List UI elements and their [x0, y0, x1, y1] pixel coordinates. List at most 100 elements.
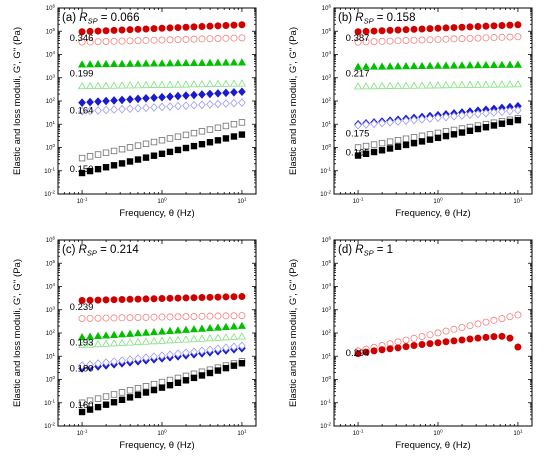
data-point — [450, 24, 458, 32]
data-point — [198, 294, 206, 302]
tick-label-exponent: -1 — [327, 166, 331, 171]
data-point — [173, 335, 183, 343]
y-tick-label: 10-2 — [320, 190, 331, 199]
data-point — [498, 120, 506, 127]
data-point — [118, 37, 126, 45]
data-point — [189, 80, 199, 88]
data-point — [206, 126, 214, 133]
tick-label-exponent: 4 — [328, 282, 331, 287]
data-point — [181, 80, 191, 88]
data-point — [102, 314, 110, 322]
data-point — [353, 62, 363, 70]
data-point — [482, 34, 490, 42]
data-point — [94, 151, 102, 158]
data-point — [102, 27, 110, 35]
data-point — [498, 21, 506, 29]
data-point — [238, 131, 246, 138]
data-point — [94, 359, 102, 368]
x-tick-label: 10-1 — [77, 429, 88, 438]
series-annotation: 0.217 — [346, 69, 370, 80]
data-point — [474, 334, 482, 342]
data-point — [457, 80, 467, 89]
data-point — [401, 62, 411, 70]
tick-label-exponent: 0 — [52, 375, 55, 380]
data-point — [150, 152, 158, 159]
data-point — [434, 134, 442, 142]
tick-label-base: 10 — [322, 261, 329, 267]
panel-title: (d) RSP = 1 — [338, 244, 393, 258]
data-point — [134, 37, 142, 45]
data-point — [514, 343, 522, 351]
data-point — [206, 35, 214, 43]
y-tick-label: 101 — [322, 352, 332, 361]
data-point — [86, 296, 94, 304]
tick-label-exponent: 3 — [52, 73, 55, 78]
tick-label-exponent: -1 — [51, 398, 55, 403]
rsp-symbol: R — [79, 244, 87, 256]
tick-label-exponent: 1 — [520, 197, 523, 202]
tick-label-base: 10 — [322, 53, 329, 59]
data-point — [229, 322, 239, 330]
data-point — [206, 345, 214, 355]
tick-label-base: 10 — [46, 261, 53, 267]
data-point — [426, 36, 434, 44]
tick-label-exponent: 2 — [52, 97, 55, 102]
data-point — [93, 339, 103, 348]
data-point — [182, 101, 190, 110]
data-point — [206, 312, 214, 320]
y-tick-label: 100 — [46, 143, 56, 152]
y-tick-label: 102 — [322, 97, 332, 106]
data-point — [110, 147, 118, 155]
tick-label-exponent: 3 — [52, 305, 55, 310]
data-point — [109, 339, 119, 347]
data-point — [181, 335, 191, 343]
data-point — [102, 164, 110, 171]
data-point — [141, 328, 151, 336]
data-point — [206, 293, 214, 301]
data-point — [126, 158, 134, 165]
data-point — [102, 393, 110, 400]
data-point — [498, 332, 506, 340]
data-point — [118, 160, 126, 167]
tick-label-exponent: 1 — [520, 429, 523, 434]
tick-label-base: 10 — [320, 424, 327, 430]
tick-label-exponent: 6 — [328, 236, 331, 241]
tick-label-base: 10 — [46, 308, 53, 314]
rsp-subscript: SP — [364, 249, 374, 258]
data-point — [166, 24, 174, 32]
data-point — [102, 296, 110, 304]
data-point — [126, 355, 134, 364]
data-point — [433, 61, 443, 69]
tick-label-base: 10 — [433, 431, 440, 437]
tick-label-exponent: -2 — [51, 190, 55, 195]
data-point — [78, 408, 86, 416]
data-point — [149, 327, 159, 336]
data-point — [149, 336, 159, 345]
data-point — [190, 347, 198, 357]
data-point — [410, 139, 418, 147]
data-point — [182, 35, 190, 43]
panel-letter: (c) — [62, 244, 79, 256]
data-point — [206, 369, 214, 377]
data-point — [213, 79, 223, 87]
data-point — [362, 27, 370, 35]
data-point — [498, 33, 506, 41]
data-point — [110, 105, 118, 114]
data-point — [157, 80, 167, 88]
data-point — [190, 142, 198, 150]
data-point — [110, 26, 118, 34]
y-tick-label: 105 — [322, 259, 332, 268]
data-point — [214, 137, 222, 144]
data-point — [222, 293, 230, 301]
data-series — [77, 321, 247, 341]
tick-label-exponent: 4 — [52, 50, 55, 55]
tick-label-exponent: 5 — [328, 259, 331, 264]
x-tick-label: 100 — [157, 429, 167, 438]
data-point — [109, 59, 119, 68]
data-point — [109, 330, 119, 338]
data-point — [434, 339, 442, 347]
data-point — [190, 35, 198, 43]
tick-label-base: 10 — [46, 29, 53, 35]
data-point — [221, 58, 231, 66]
